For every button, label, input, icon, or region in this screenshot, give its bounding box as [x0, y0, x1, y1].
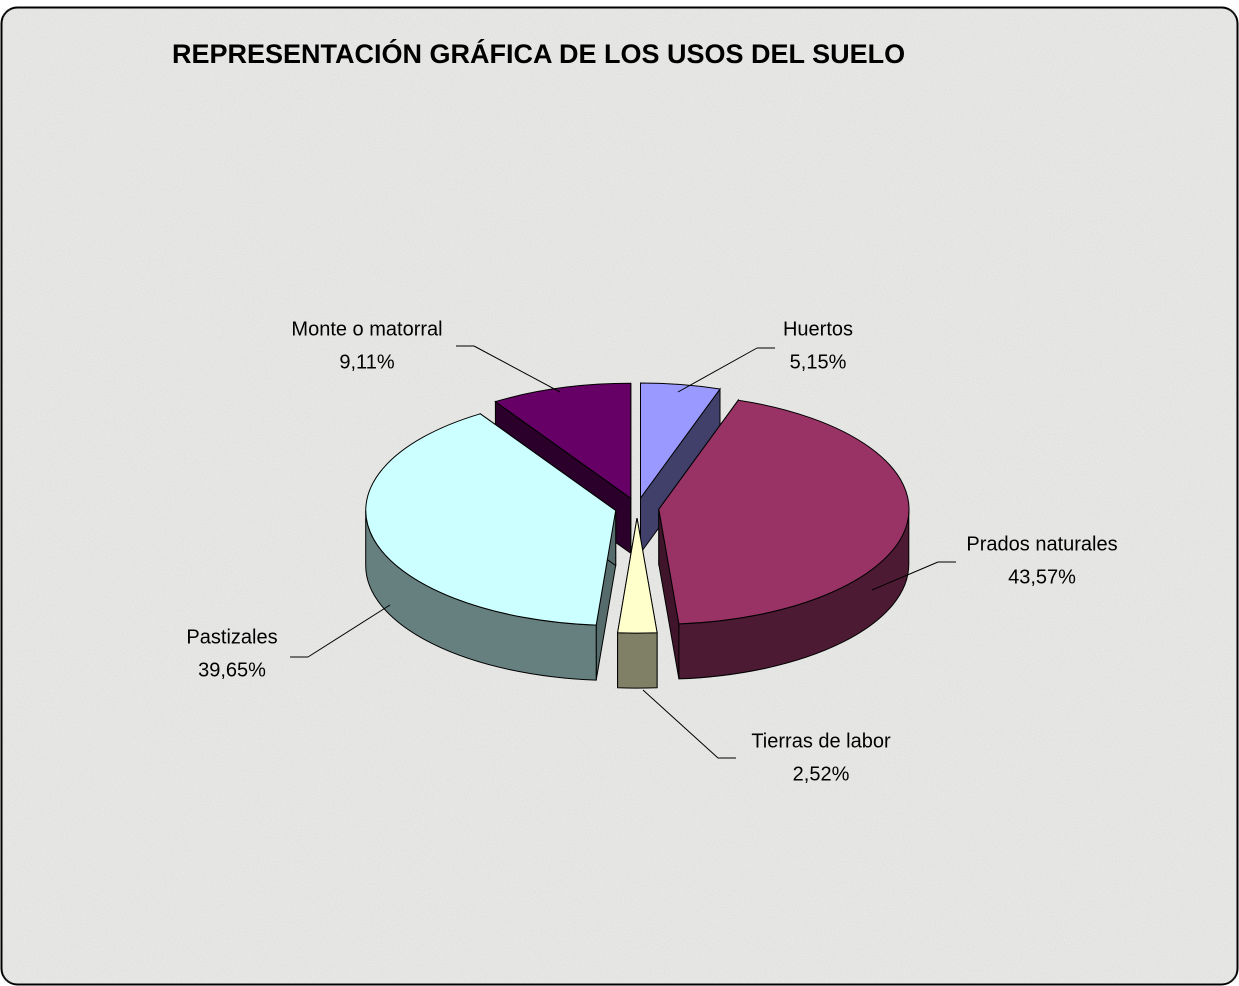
category-label: Monte o matorral: [291, 318, 442, 340]
slice: [640, 382, 721, 500]
pie: [365, 382, 910, 689]
category-label: Pastizales: [186, 626, 277, 648]
slice-side: [617, 632, 658, 689]
leader-line: [307, 604, 391, 658]
slice: [365, 413, 617, 626]
leader-line: [642, 689, 719, 759]
value-label: 39,65%: [198, 659, 266, 681]
leader-line: [871, 561, 939, 591]
slice: [494, 382, 632, 500]
chart-title: REPRESENTACIÓN GRÁFICA DE LOS USOS DEL S…: [172, 38, 905, 69]
value-label: 2,52%: [793, 763, 850, 785]
category-label: Prados naturales: [966, 533, 1117, 555]
leader-line: [473, 345, 561, 393]
slice: [617, 518, 658, 634]
labels: Huertos 5,15% Prados naturales 43,57% Tierra…: [186, 318, 1117, 785]
value-label: 43,57%: [1008, 566, 1076, 588]
leader-line: [677, 347, 758, 393]
category-label: Huertos: [783, 318, 853, 340]
value-label: 5,15%: [790, 351, 847, 373]
value-label: 9,11%: [339, 351, 394, 373]
slice: [658, 399, 910, 625]
category-label: Tierras de labor: [751, 730, 891, 752]
